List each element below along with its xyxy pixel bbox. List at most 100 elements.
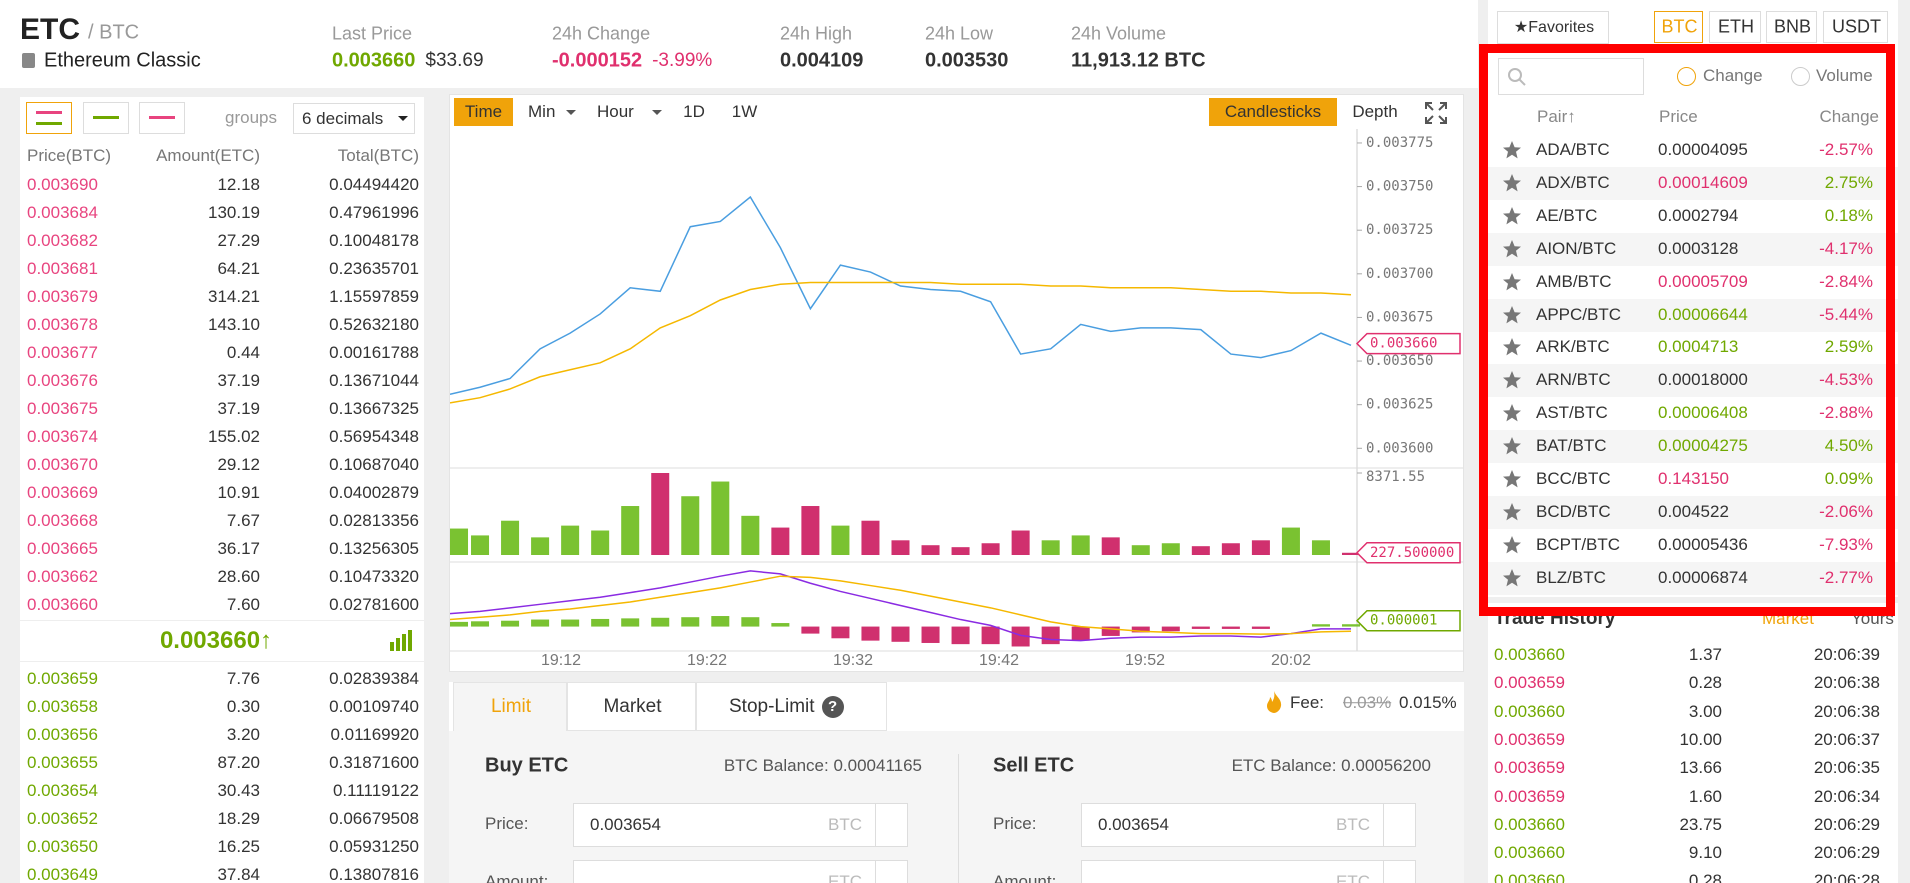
trade-price: 0.003659 [1494, 786, 1565, 806]
star-icon[interactable] [1502, 370, 1522, 390]
stat-value: 11,913.12 BTC [1071, 49, 1206, 72]
interval-tab[interactable]: 1W [725, 98, 764, 126]
price-cell: 0.003662 [27, 567, 98, 587]
macd-bar [1191, 626, 1210, 629]
field-label: Price: [485, 814, 529, 834]
star-icon[interactable] [1502, 140, 1522, 160]
market-row[interactable]: ARN/BTC 0.00018000 -4.53% [1488, 364, 1898, 398]
total-cell: 0.10473320 [329, 567, 419, 587]
trade-amount: 23.75 [1679, 815, 1722, 835]
fullscreen-icon[interactable] [1424, 101, 1448, 125]
quote-tab[interactable]: BTC [1654, 11, 1703, 43]
interval-tab[interactable]: 1D [677, 98, 711, 126]
amount-cell: 7.60 [226, 595, 260, 615]
decimals-select[interactable]: 6 decimals [293, 103, 415, 134]
star-icon[interactable] [1502, 305, 1522, 325]
view-both-button[interactable] [26, 102, 72, 134]
volume-bar [831, 525, 850, 555]
interval-tab[interactable]: Hour [591, 98, 666, 126]
input-field[interactable]: ETC [1081, 860, 1384, 883]
total-cell: 0.02781600 [329, 595, 419, 615]
market-row[interactable]: ADA/BTC 0.00004095 -2.57% [1488, 134, 1898, 167]
order-type-tab[interactable]: Stop-Limit? [696, 682, 887, 731]
pair-change: 4.50% [1824, 436, 1873, 456]
market-row[interactable]: ARK/BTC 0.0004713 2.59% [1488, 331, 1898, 364]
star-icon[interactable] [1502, 469, 1522, 489]
market-row[interactable]: BLZ/BTC 0.00006874 -2.77% [1488, 561, 1898, 595]
market-row[interactable]: AST/BTC 0.00006408 -2.88% [1488, 397, 1898, 430]
amount-cell: 143.10 [208, 315, 260, 335]
star-shape [1503, 371, 1521, 389]
macd-bar [1131, 626, 1150, 633]
amount-cell: 28.60 [217, 567, 260, 587]
pair-price: 0.143150 [1658, 469, 1729, 489]
macd-bar [861, 626, 880, 641]
market-row[interactable]: BCD/BTC 0.004522 -2.06% [1488, 495, 1898, 529]
total-cell: 0.06679508 [329, 809, 419, 829]
macd-bar [450, 621, 469, 627]
pair-change: 0.09% [1824, 469, 1873, 489]
trade-form: Limit Market Stop-Limit? Fee: 0.03% 0.015% Buy… [449, 682, 1464, 883]
star-shape [1503, 206, 1521, 225]
quote-tab[interactable]: BNB [1766, 11, 1817, 43]
total-cell: 0.10048178 [329, 231, 419, 251]
star-icon[interactable] [1502, 568, 1522, 588]
star-icon[interactable] [1502, 206, 1522, 226]
interval-tab[interactable]: Time [454, 98, 513, 126]
spinner[interactable] [875, 860, 908, 883]
market-row[interactable]: BAT/BTC 0.00004275 4.50% [1488, 430, 1898, 464]
star-icon[interactable] [1502, 436, 1522, 456]
volume-bar [981, 543, 1000, 555]
input-field[interactable]: ETC [573, 860, 876, 883]
radio[interactable] [1677, 67, 1696, 86]
radio[interactable] [1791, 67, 1810, 86]
quote-tab[interactable]: ETH [1709, 11, 1761, 43]
input-field[interactable]: 0.003654 BTC [573, 803, 876, 847]
decimals-value: 6 decimals [302, 109, 384, 129]
quote-tab[interactable]: USDT [1823, 11, 1888, 43]
favorites-tab[interactable]: ★Favorites [1497, 11, 1609, 44]
view-tab[interactable]: Depth [1342, 98, 1408, 126]
market-row[interactable]: ADX/BTC 0.00014609 2.75% [1488, 166, 1898, 200]
spinner[interactable] [1383, 860, 1416, 883]
pair: BAT/BTC [1536, 436, 1607, 456]
spinner[interactable] [1383, 803, 1416, 847]
market-row[interactable]: AION/BTC 0.0003128 -4.17% [1488, 232, 1898, 266]
star-icon[interactable] [1502, 535, 1522, 555]
star-icon[interactable] [1502, 403, 1522, 423]
amount-cell: 30.43 [217, 781, 260, 801]
balance: BTC Balance: 0.00041165 [723, 756, 922, 776]
star-icon[interactable] [1502, 239, 1522, 259]
trade-amount: 0.28 [1688, 871, 1722, 883]
volume-bar [591, 530, 610, 555]
macd-bar [951, 626, 970, 645]
search-box[interactable] [1498, 58, 1644, 95]
market-row[interactable]: APPC/BTC 0.00006644 -5.44% [1488, 298, 1898, 332]
volume-bar [681, 496, 700, 555]
volume-bar [1281, 527, 1300, 555]
market-row[interactable]: AMB/BTC 0.00005709 -2.84% [1488, 266, 1898, 299]
trade-history: Trade History Market Yours 0.003660 1.37 20:0… [1488, 603, 1898, 883]
order-type-tab[interactable]: Market [567, 682, 696, 731]
star-icon[interactable] [1502, 173, 1522, 193]
amount-cell: 16.25 [217, 837, 260, 857]
view-asks-button[interactable] [139, 102, 185, 134]
view-tab[interactable]: Candlesticks [1209, 98, 1337, 126]
separator [20, 620, 424, 621]
amount-cell: 130.19 [208, 203, 260, 223]
market-row[interactable]: BCC/BTC 0.143150 0.09% [1488, 463, 1898, 496]
order-type-tab[interactable]: Limit [453, 682, 567, 731]
spinner[interactable] [875, 803, 908, 847]
market-row[interactable]: BCPT/BTC 0.00005436 -7.93% [1488, 529, 1898, 562]
price-cell: 0.003660 [27, 595, 98, 615]
market-row[interactable]: AE/BTC 0.0002794 0.18% [1488, 200, 1898, 233]
star-icon[interactable] [1502, 502, 1522, 522]
input-field[interactable]: 0.003654 BTC [1081, 803, 1384, 847]
star-icon[interactable] [1502, 272, 1522, 292]
star-icon[interactable] [1502, 337, 1522, 357]
view-bids-button[interactable] [83, 102, 129, 134]
pair-price: 0.0003128 [1658, 238, 1739, 258]
interval-tab[interactable]: Min [522, 98, 580, 126]
macd-bar [591, 618, 610, 627]
total-cell: 0.02813356 [329, 511, 419, 531]
